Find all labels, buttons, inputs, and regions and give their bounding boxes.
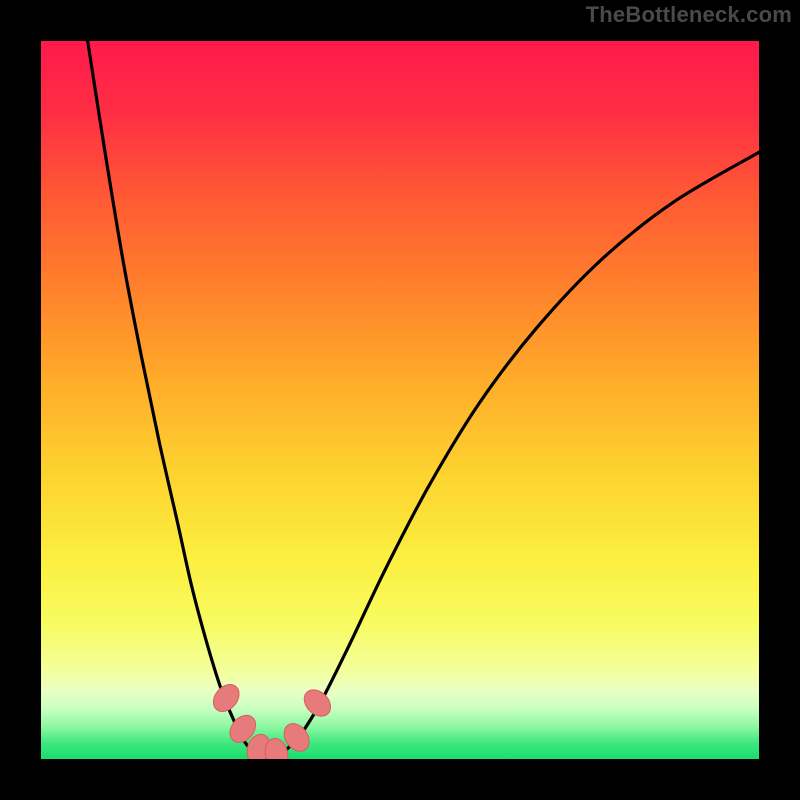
plot-area bbox=[41, 41, 759, 759]
bottleneck-curve bbox=[88, 41, 759, 759]
chart-overlay-svg bbox=[41, 41, 759, 759]
watermark-text: TheBottleneck.com bbox=[586, 2, 792, 28]
curve-marker bbox=[208, 679, 244, 716]
chart-frame: TheBottleneck.com bbox=[0, 0, 800, 800]
curve-marker bbox=[299, 685, 336, 722]
